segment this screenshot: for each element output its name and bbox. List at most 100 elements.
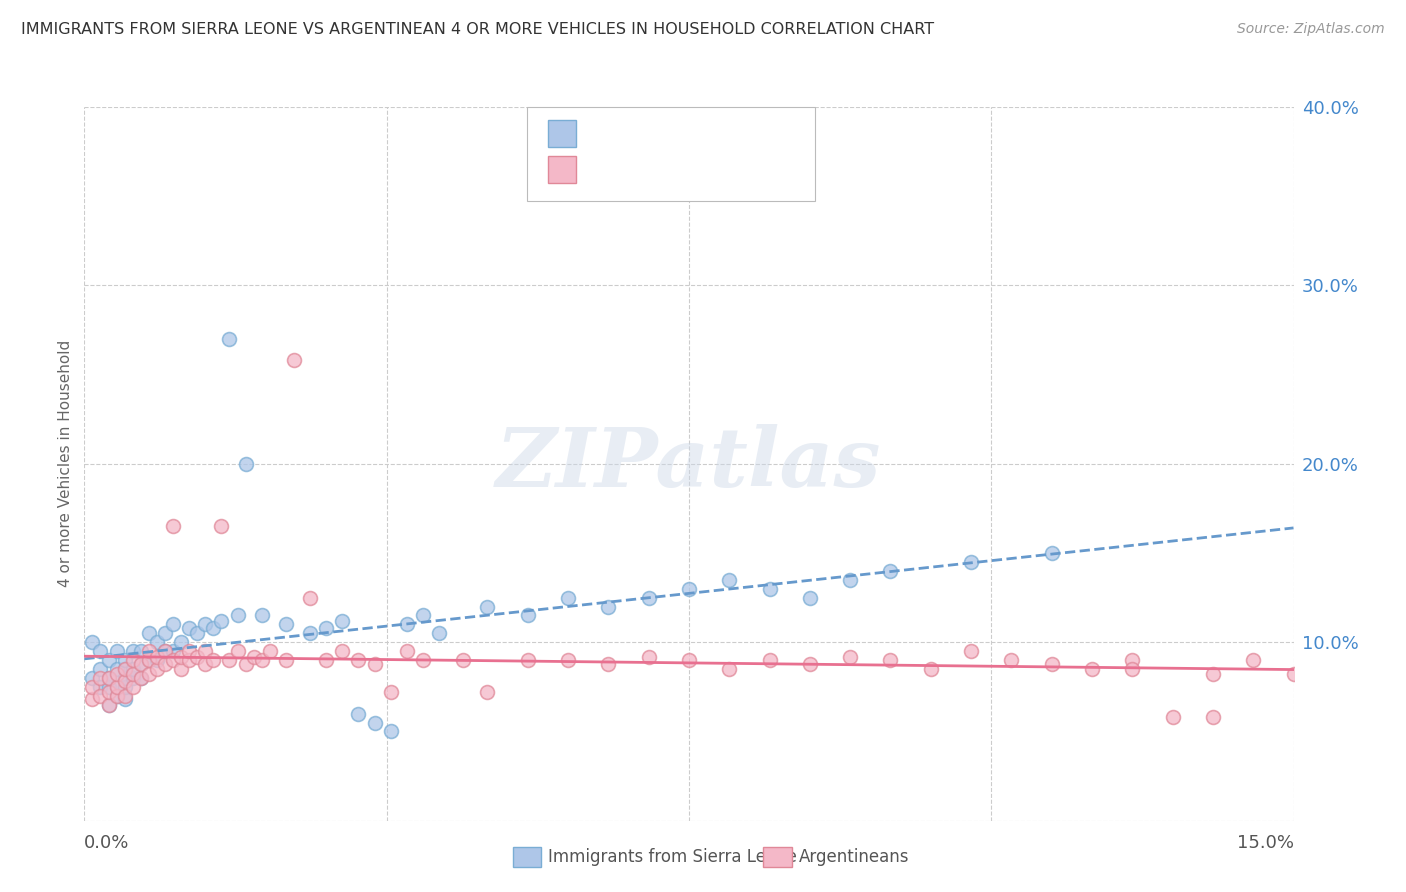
Point — [218, 332, 240, 346]
Point — [105, 689, 128, 703]
Point — [202, 621, 225, 635]
Point — [105, 680, 128, 694]
Point — [97, 698, 120, 712]
Point — [1040, 546, 1063, 560]
Point — [89, 680, 111, 694]
Point — [97, 698, 120, 712]
Point — [89, 689, 111, 703]
Point — [179, 621, 201, 635]
Point — [121, 671, 143, 685]
Point — [274, 653, 297, 667]
Text: 76: 76 — [720, 161, 742, 178]
Point — [114, 653, 136, 667]
Point — [97, 653, 120, 667]
Point — [637, 591, 659, 605]
Point — [114, 662, 136, 676]
Point — [380, 685, 402, 699]
Point — [380, 724, 402, 739]
Point — [153, 657, 176, 671]
Point — [105, 644, 128, 658]
Point — [235, 657, 257, 671]
Point — [114, 680, 136, 694]
Point — [557, 591, 579, 605]
Point — [114, 671, 136, 685]
Point — [129, 671, 152, 685]
Point — [186, 626, 208, 640]
Point — [194, 617, 217, 632]
Point — [162, 519, 184, 533]
Point — [209, 519, 232, 533]
Point — [1121, 662, 1143, 676]
Point — [162, 653, 184, 667]
Point — [129, 644, 152, 658]
Point — [758, 653, 780, 667]
Text: Source: ZipAtlas.com: Source: ZipAtlas.com — [1237, 22, 1385, 37]
Text: N =: N = — [686, 125, 723, 143]
Point — [960, 644, 983, 658]
Point — [395, 617, 418, 632]
Point — [114, 692, 136, 706]
Point — [170, 649, 193, 664]
Point — [194, 644, 217, 658]
Point — [637, 649, 659, 664]
Point — [129, 657, 152, 671]
Point — [121, 680, 143, 694]
Point — [363, 715, 385, 730]
Point — [315, 621, 337, 635]
Point — [451, 653, 474, 667]
Point — [179, 644, 201, 658]
Text: IMMIGRANTS FROM SIERRA LEONE VS ARGENTINEAN 4 OR MORE VEHICLES IN HOUSEHOLD CORR: IMMIGRANTS FROM SIERRA LEONE VS ARGENTIN… — [21, 22, 934, 37]
Point — [1241, 653, 1264, 667]
Point — [146, 649, 169, 664]
Point — [235, 457, 257, 471]
Point — [960, 555, 983, 569]
Point — [678, 582, 700, 596]
Point — [283, 353, 305, 368]
Point — [1000, 653, 1022, 667]
Point — [516, 608, 538, 623]
Point — [299, 626, 322, 640]
Point — [114, 662, 136, 676]
Point — [105, 689, 128, 703]
Point — [89, 671, 111, 685]
Text: 0.0%: 0.0% — [84, 834, 129, 852]
Point — [162, 617, 184, 632]
Point — [121, 644, 143, 658]
Point — [412, 608, 434, 623]
Text: 65: 65 — [720, 125, 742, 143]
Point — [1121, 653, 1143, 667]
Point — [170, 635, 193, 649]
Point — [146, 653, 169, 667]
Point — [97, 671, 120, 685]
Point — [1282, 667, 1305, 681]
Point — [82, 635, 104, 649]
Point — [209, 614, 232, 628]
Point — [153, 644, 176, 658]
Point — [226, 644, 249, 658]
Text: 0.152: 0.152 — [619, 161, 671, 178]
Point — [97, 680, 120, 694]
Text: Argentineans: Argentineans — [799, 848, 910, 866]
Point — [202, 653, 225, 667]
Point — [347, 706, 370, 721]
Point — [218, 653, 240, 667]
Point — [179, 653, 201, 667]
Point — [82, 680, 104, 694]
Point — [138, 626, 160, 640]
Point — [138, 653, 160, 667]
Point — [186, 649, 208, 664]
Point — [89, 662, 111, 676]
Point — [97, 685, 120, 699]
Point — [920, 662, 942, 676]
Text: 15.0%: 15.0% — [1236, 834, 1294, 852]
Point — [477, 599, 499, 614]
Point — [516, 653, 538, 667]
Point — [105, 680, 128, 694]
Point — [799, 591, 821, 605]
Point — [194, 657, 217, 671]
Point — [347, 653, 370, 667]
Point — [138, 667, 160, 681]
Point — [82, 671, 104, 685]
Point — [330, 614, 353, 628]
Point — [146, 635, 169, 649]
